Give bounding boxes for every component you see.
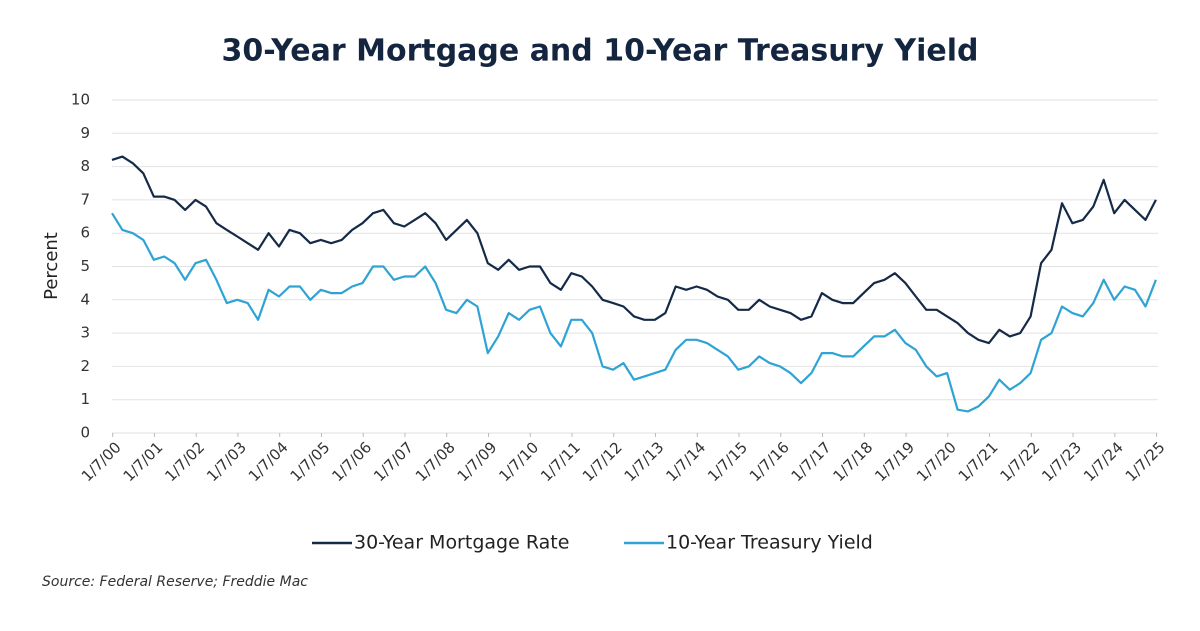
x-tick-label: 1/7/13	[621, 438, 668, 485]
y-tick-label: 8	[80, 157, 90, 175]
x-tick-label: 1/7/08	[412, 438, 459, 485]
y-tick-label: 10	[71, 91, 90, 109]
x-tick-label: 1/7/09	[454, 438, 501, 485]
y-tick-label: 3	[80, 324, 90, 342]
x-tick-label: 1/7/01	[120, 438, 167, 485]
x-tick-label: 1/7/07	[370, 438, 417, 485]
x-tick-label: 1/7/06	[328, 438, 375, 485]
x-tick-label: 1/7/16	[746, 438, 793, 485]
y-tick-label: 7	[80, 190, 90, 208]
x-tick-label: 1/7/10	[495, 438, 542, 485]
source-note: Source: Federal Reserve; Freddie Mac	[42, 574, 308, 590]
x-tick-label: 1/7/11	[537, 438, 584, 485]
x-tick-label: 1/7/04	[245, 438, 292, 485]
x-tick-label: 1/7/21	[955, 438, 1002, 485]
x-tick-label: 1/7/14	[662, 438, 709, 485]
x-tick-label: 1/7/24	[1080, 438, 1127, 485]
chart-title: 30-Year Mortgage and 10-Year Treasury Yi…	[222, 34, 979, 69]
x-tick-label: 1/7/15	[704, 438, 751, 485]
x-tick-label: 1/7/05	[287, 438, 334, 485]
x-tick-label: 1/7/22	[996, 438, 1043, 485]
x-tick-label: 1/7/00	[78, 438, 125, 485]
x-tick-label: 1/7/20	[913, 438, 960, 485]
y-tick-label: 4	[80, 290, 90, 308]
x-tick-label: 1/7/25	[1122, 438, 1169, 485]
x-tick-label: 1/7/03	[203, 438, 250, 485]
y-axis-label: Percent	[41, 232, 62, 300]
series-line	[111, 155, 1157, 345]
legend-label: 30-Year Mortgage Rate	[354, 532, 569, 554]
series-line	[111, 212, 1157, 413]
y-tick-label: 5	[80, 257, 90, 275]
x-tick-label: 1/7/19	[871, 438, 918, 485]
x-tick-label: 1/7/17	[788, 438, 835, 485]
x-tick-label: 1/7/02	[161, 438, 208, 485]
y-tick-label: 1	[80, 390, 90, 408]
x-tick-label: 1/7/12	[579, 438, 626, 485]
x-tick-label: 1/7/23	[1038, 438, 1085, 485]
legend-label: 10-Year Treasury Yield	[666, 532, 873, 554]
y-tick-label: 0	[80, 424, 90, 442]
y-tick-label: 2	[80, 357, 90, 375]
y-tick-label: 6	[80, 224, 90, 242]
x-tick-label: 1/7/18	[829, 438, 876, 485]
y-tick-label: 9	[80, 124, 90, 142]
